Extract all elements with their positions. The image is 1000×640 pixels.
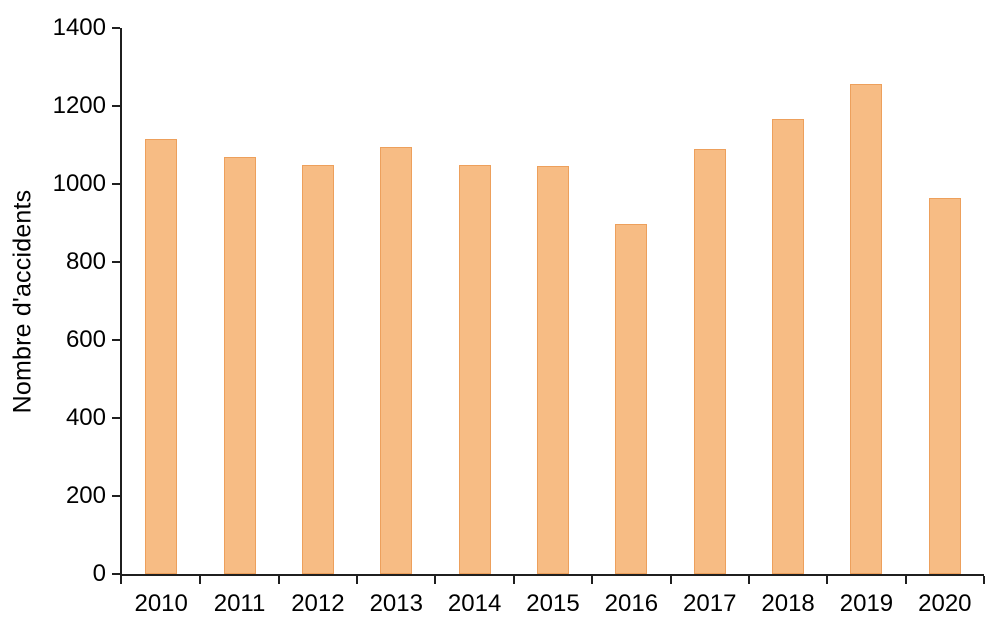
bar-2018	[772, 118, 805, 574]
x-tick-mark	[277, 576, 280, 584]
x-tick-mark	[904, 576, 907, 584]
x-tick-mark	[434, 576, 437, 584]
x-tick-mark	[983, 576, 985, 584]
y-tick-label: 600	[65, 326, 106, 353]
x-tick-mark	[512, 576, 515, 584]
x-axis-label: 2011	[213, 590, 266, 617]
bar-2020	[928, 198, 961, 574]
x-axis-label: 2014	[447, 590, 502, 617]
bar-2017	[693, 149, 726, 574]
x-axis-label: 2017	[683, 590, 737, 617]
y-tick-mark	[112, 495, 120, 497]
x-axis-label: 2013	[369, 590, 423, 617]
x-axis-label: 2019	[839, 590, 894, 617]
bar-2019	[850, 84, 883, 574]
x-tick-mark	[356, 576, 359, 584]
y-tick-mark	[112, 27, 120, 29]
x-axis-line	[120, 574, 984, 576]
x-tick-mark	[747, 576, 750, 584]
x-axis-label: 2016	[604, 590, 659, 617]
x-tick-mark	[826, 576, 829, 584]
x-tick-mark	[199, 576, 202, 584]
y-tick-mark	[112, 261, 120, 263]
y-tick-mark	[112, 417, 120, 419]
y-tick-label: 1000	[52, 170, 106, 197]
bar-2014	[458, 164, 491, 574]
y-axis-title: Nombre d'accidents	[6, 28, 40, 574]
y-axis-title-text: Nombre d'accidents	[8, 189, 37, 413]
y-axis-line	[120, 28, 122, 584]
y-tick-label: 1200	[52, 92, 106, 119]
y-tick-label: 0	[92, 560, 106, 587]
x-axis-label: 2010	[134, 590, 188, 617]
x-axis-label: 2020	[918, 590, 972, 617]
bar-2013	[380, 147, 413, 574]
y-tick-label: 400	[65, 404, 106, 431]
x-tick-mark	[591, 576, 594, 584]
y-tick-label: 200	[65, 482, 106, 509]
x-axis-label: 2018	[761, 590, 815, 617]
y-tick-label: 1400	[52, 14, 106, 41]
x-tick-mark	[669, 576, 672, 584]
y-tick-mark	[112, 104, 120, 107]
x-axis-label: 2012	[291, 590, 345, 617]
x-axis-label: 2015	[526, 590, 580, 617]
y-tick-mark	[112, 573, 120, 575]
y-tick-mark	[112, 182, 120, 185]
bar-2016	[615, 224, 648, 574]
y-tick-mark	[112, 338, 120, 341]
bar-2010	[145, 138, 178, 574]
plot-area: 0 200 400 600 800 1000 1200 1400 2010 2011 2012 201…	[53, 14, 985, 617]
bar-2011	[223, 156, 256, 574]
bar-2012	[301, 164, 334, 574]
y-tick-label: 800	[65, 248, 106, 275]
bar-2015	[537, 166, 569, 574]
